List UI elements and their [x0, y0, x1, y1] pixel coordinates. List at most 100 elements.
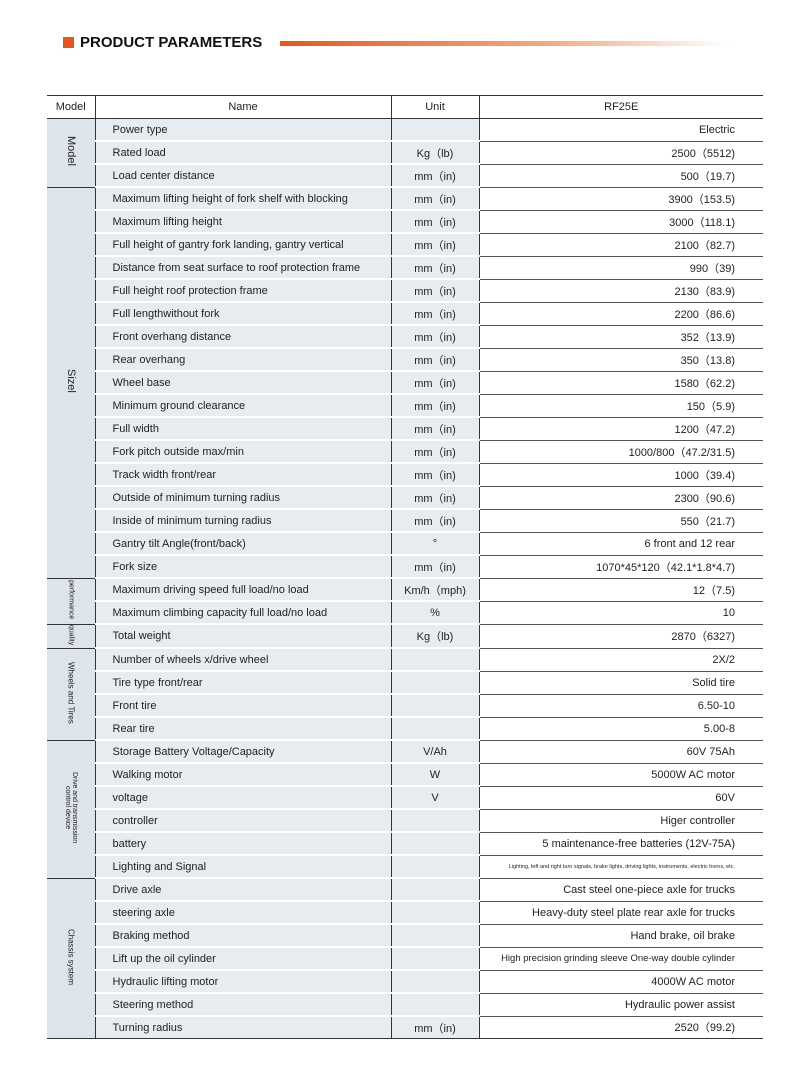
param-name: Front overhang distance [95, 325, 392, 349]
param-value: 1000（39.4) [479, 463, 763, 487]
param-name: Fork size [95, 555, 392, 579]
param-value: 1000/800（47.2/31.5) [479, 440, 763, 464]
param-name: Rear overhang [95, 348, 392, 372]
row: Track width front/rear mm（in) 1000（39.4) [47, 463, 763, 487]
column-header: Unit [391, 95, 480, 119]
column-header: Model [47, 95, 96, 119]
param-name: Fork pitch outside max/min [95, 440, 392, 464]
param-value: 5000W AC motor [479, 763, 763, 787]
param-unit [391, 878, 480, 903]
param-name: Tire type front/rear [95, 671, 392, 696]
param-unit: mm（in) [391, 486, 480, 510]
group-label: quality [67, 624, 75, 645]
row: Minimum ground clearance mm（in) 150（5.9) [47, 394, 763, 418]
param-value: 60V [479, 786, 763, 810]
param-name: Total weight [95, 624, 392, 650]
param-name: Number of wheels x/drive wheel [95, 648, 392, 673]
param-value: 1200（47.2) [479, 417, 763, 441]
group-cell: Model [47, 118, 96, 188]
param-value: 2500（5512) [479, 141, 763, 165]
param-unit: Kg（lb) [391, 624, 480, 650]
group-cell: Sizel [47, 187, 96, 579]
param-name: Maximum lifting height [95, 210, 392, 234]
param-value: High precision grinding sleeve One-way d… [479, 947, 763, 971]
row: Full height roof protection frame mm（in) 2… [47, 279, 763, 303]
param-unit [391, 993, 480, 1018]
param-unit: V [391, 786, 480, 811]
param-unit [391, 118, 480, 142]
param-value: 2100（82.7) [479, 233, 763, 257]
param-name: Steering method [95, 993, 392, 1018]
param-unit: mm（in) [391, 256, 480, 280]
param-unit: mm（in) [391, 210, 480, 234]
param-value: 2X/2 [479, 648, 763, 672]
group-cell: Drive and transmission control device [47, 740, 96, 879]
param-unit: V/Ah [391, 740, 480, 765]
param-unit: mm（in) [391, 233, 480, 257]
param-name: battery [95, 832, 392, 857]
param-unit: W [391, 763, 480, 788]
param-name: Power type [95, 118, 392, 142]
group-label: Sizel [64, 369, 77, 393]
param-name: Gantry tilt Angle(front/back) [95, 532, 392, 556]
group-cell: Wheels and Tires [47, 648, 96, 741]
param-value: 1070*45*120（42.1*1.8*4.7) [479, 555, 763, 579]
param-name: Maximum climbing capacity full load/no l… [95, 601, 392, 625]
group-cell: quality [47, 624, 96, 649]
param-name: Wheel base [95, 371, 392, 395]
row: Inside of minimum turning radius mm（in) 55… [47, 509, 763, 533]
page-title: PRODUCT PARAMETERS [80, 34, 263, 51]
param-name: Track width front/rear [95, 463, 392, 487]
row: Front tire 6.50-10 [47, 694, 763, 719]
param-unit: mm（in) [391, 463, 480, 487]
param-unit [391, 694, 480, 719]
param-value: Hydraulic power assist [479, 993, 763, 1017]
param-unit: Kg（lb) [391, 141, 480, 165]
param-unit: mm（in) [391, 187, 480, 211]
param-unit [391, 924, 480, 949]
param-unit: Km/h（mph) [391, 578, 480, 602]
param-name: Outside of minimum turning radius [95, 486, 392, 510]
row: Maximum lifting height mm（in) 3000（118.1) [47, 210, 763, 234]
row: quality Total weight Kg（lb) 2870（6327) [47, 624, 763, 650]
param-name: Full height of gantry fork landing, gant… [95, 233, 392, 257]
param-unit: mm（in) [391, 440, 480, 464]
param-unit: mm（in) [391, 325, 480, 349]
param-value: Cast steel one-piece axle for trucks [479, 878, 763, 902]
param-name: Inside of minimum turning radius [95, 509, 392, 533]
param-unit: mm（in) [391, 417, 480, 441]
group-label: Wheels and Tires [66, 661, 76, 724]
param-unit: mm（in) [391, 1016, 480, 1040]
param-name: Front tire [95, 694, 392, 719]
param-name: Storage Battery Voltage/Capacity [95, 740, 392, 765]
param-value: 6.50-10 [479, 694, 763, 718]
group-label: performance [67, 579, 75, 620]
param-value: 2870（6327) [479, 624, 763, 649]
param-value: 990（39) [479, 256, 763, 280]
column-header: Name [95, 95, 392, 119]
title-marker [63, 37, 74, 48]
param-name: Distance from seat surface to roof prote… [95, 256, 392, 280]
param-name: Turning radius [95, 1016, 392, 1040]
row: Load center distance mm（in) 500（19.7) [47, 164, 763, 188]
param-value: 10 [479, 601, 763, 625]
param-unit [391, 970, 480, 995]
group-label: Model [64, 136, 77, 167]
param-unit: mm（in) [391, 509, 480, 533]
param-unit: mm（in) [391, 371, 480, 395]
param-unit [391, 648, 480, 673]
param-value: 5.00-8 [479, 717, 763, 741]
row: performance Maximum driving speed full lo… [47, 578, 763, 625]
param-value: 550（21.7) [479, 509, 763, 533]
param-value: 352（13.9) [479, 325, 763, 349]
param-name: Rear tire [95, 717, 392, 742]
row: Front overhang distance mm（in) 352（13.9) [47, 325, 763, 349]
param-value: Heavy-duty steel plate rear axle for tru… [479, 901, 763, 925]
row: Full lengthwithout fork mm（in) 2200（86.6) [47, 302, 763, 326]
group-cell: Chassis system [47, 878, 96, 1040]
row: Walking motor W 5000W AC motor [47, 763, 763, 788]
param-name: Lighting and Signal [95, 855, 392, 880]
param-unit [391, 832, 480, 857]
param-unit: ° [391, 532, 480, 556]
param-name: Braking method [95, 924, 392, 949]
